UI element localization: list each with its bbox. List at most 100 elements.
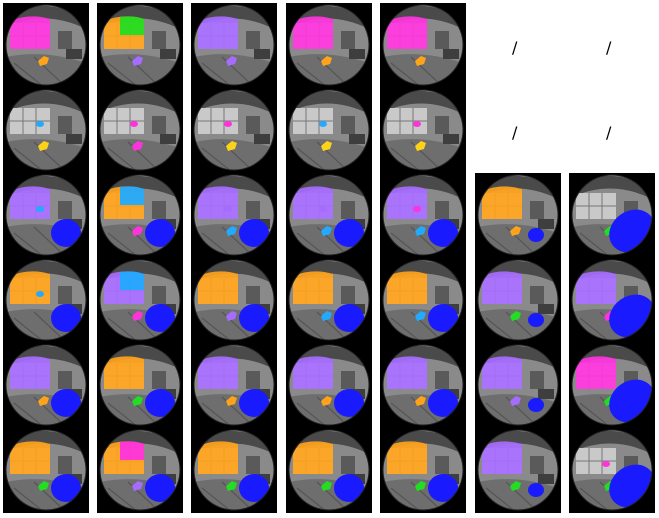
fisheye-image [98, 343, 182, 427]
lamp-segment [415, 396, 426, 406]
object-segment [334, 474, 364, 502]
lamp-segment [510, 226, 521, 236]
fisheye-frame [5, 174, 87, 256]
image-column [380, 3, 466, 513]
fisheye-image [192, 3, 276, 87]
window-segment [104, 356, 144, 389]
fisheye-image [476, 173, 560, 257]
lamp-segment [132, 226, 143, 236]
lamp-segment [321, 481, 332, 491]
window-segment [293, 356, 333, 389]
fisheye-image [4, 258, 88, 342]
window-segment [293, 16, 333, 49]
spot-segment [224, 206, 232, 212]
object-segment [528, 313, 544, 327]
fisheye-frame [288, 89, 370, 171]
fisheye-frame [193, 4, 275, 86]
fisheye-image [192, 343, 276, 427]
lamp-segment [321, 311, 332, 321]
object-segment [239, 304, 269, 332]
lamp-segment [132, 141, 143, 151]
window-segment [482, 271, 522, 304]
fisheye-frame [477, 429, 559, 511]
fisheye-frame [382, 344, 464, 426]
object-segment [51, 474, 81, 502]
fisheye-image [4, 173, 88, 257]
window-segment [198, 271, 238, 304]
fisheye-image [381, 428, 465, 512]
window-segment [482, 186, 522, 219]
fisheye-frame [571, 174, 653, 256]
fisheye-frame [288, 259, 370, 341]
window-segment [293, 271, 333, 304]
fisheye-image [192, 88, 276, 172]
placeholder-slash: / [606, 123, 612, 142]
lamp-segment [132, 56, 143, 66]
object-segment [145, 304, 175, 332]
fisheye-image [570, 173, 654, 257]
fisheye-frame [193, 89, 275, 171]
fisheye-frame [99, 174, 181, 256]
fisheye-frame [382, 174, 464, 256]
fisheye-image [476, 428, 560, 512]
window-segment [198, 186, 238, 219]
fisheye-image [4, 428, 88, 512]
fisheye-frame [5, 89, 87, 171]
fisheye-frame [382, 429, 464, 511]
lamp-segment [132, 396, 143, 406]
placeholder-slash: / [512, 123, 518, 142]
lamp-segment [510, 481, 521, 491]
lamp-segment [415, 141, 426, 151]
fisheye-frame [99, 4, 181, 86]
lamp-segment [510, 311, 521, 321]
fisheye-image [381, 343, 465, 427]
fisheye-image [476, 343, 560, 427]
lamp-segment [132, 311, 143, 321]
object-segment [528, 483, 544, 497]
fisheye-frame [571, 429, 653, 511]
lamp-segment [321, 226, 332, 236]
fisheye-image [98, 258, 182, 342]
lamp-segment [415, 226, 426, 236]
fisheye-frame [382, 89, 464, 171]
fisheye-frame [571, 259, 653, 341]
fisheye-frame [288, 344, 370, 426]
window-segment [198, 356, 238, 389]
fisheye-frame [99, 429, 181, 511]
fisheye-frame [5, 429, 87, 511]
lamp-segment [226, 56, 237, 66]
fisheye-frame [99, 344, 181, 426]
fisheye-frame [193, 259, 275, 341]
image-column [97, 3, 183, 513]
window-segment [120, 16, 144, 35]
fisheye-image [287, 428, 371, 512]
window-segment [387, 356, 427, 389]
spot-segment [319, 121, 327, 127]
lamp-segment [415, 311, 426, 321]
object-segment [51, 389, 81, 417]
object-segment [428, 389, 458, 417]
fisheye-image [287, 3, 371, 87]
spot-segment [130, 121, 138, 127]
object-segment [239, 389, 269, 417]
fisheye-image [381, 88, 465, 172]
fisheye-frame [477, 174, 559, 256]
lamp-segment [226, 226, 237, 236]
fisheye-frame [5, 259, 87, 341]
fisheye-frame [477, 344, 559, 426]
fisheye-frame [288, 429, 370, 511]
lamp-segment [38, 396, 49, 406]
object-segment [239, 474, 269, 502]
window-segment [576, 356, 616, 389]
window-segment [10, 441, 50, 474]
object-segment [428, 304, 458, 332]
lamp-segment [415, 56, 426, 66]
fisheye-frame [99, 259, 181, 341]
fisheye-frame [288, 4, 370, 86]
window-segment [293, 186, 333, 219]
fisheye-image [287, 258, 371, 342]
lamp-segment [226, 311, 237, 321]
fisheye-image [4, 3, 88, 87]
object-segment [428, 219, 458, 247]
object-segment [528, 228, 544, 242]
